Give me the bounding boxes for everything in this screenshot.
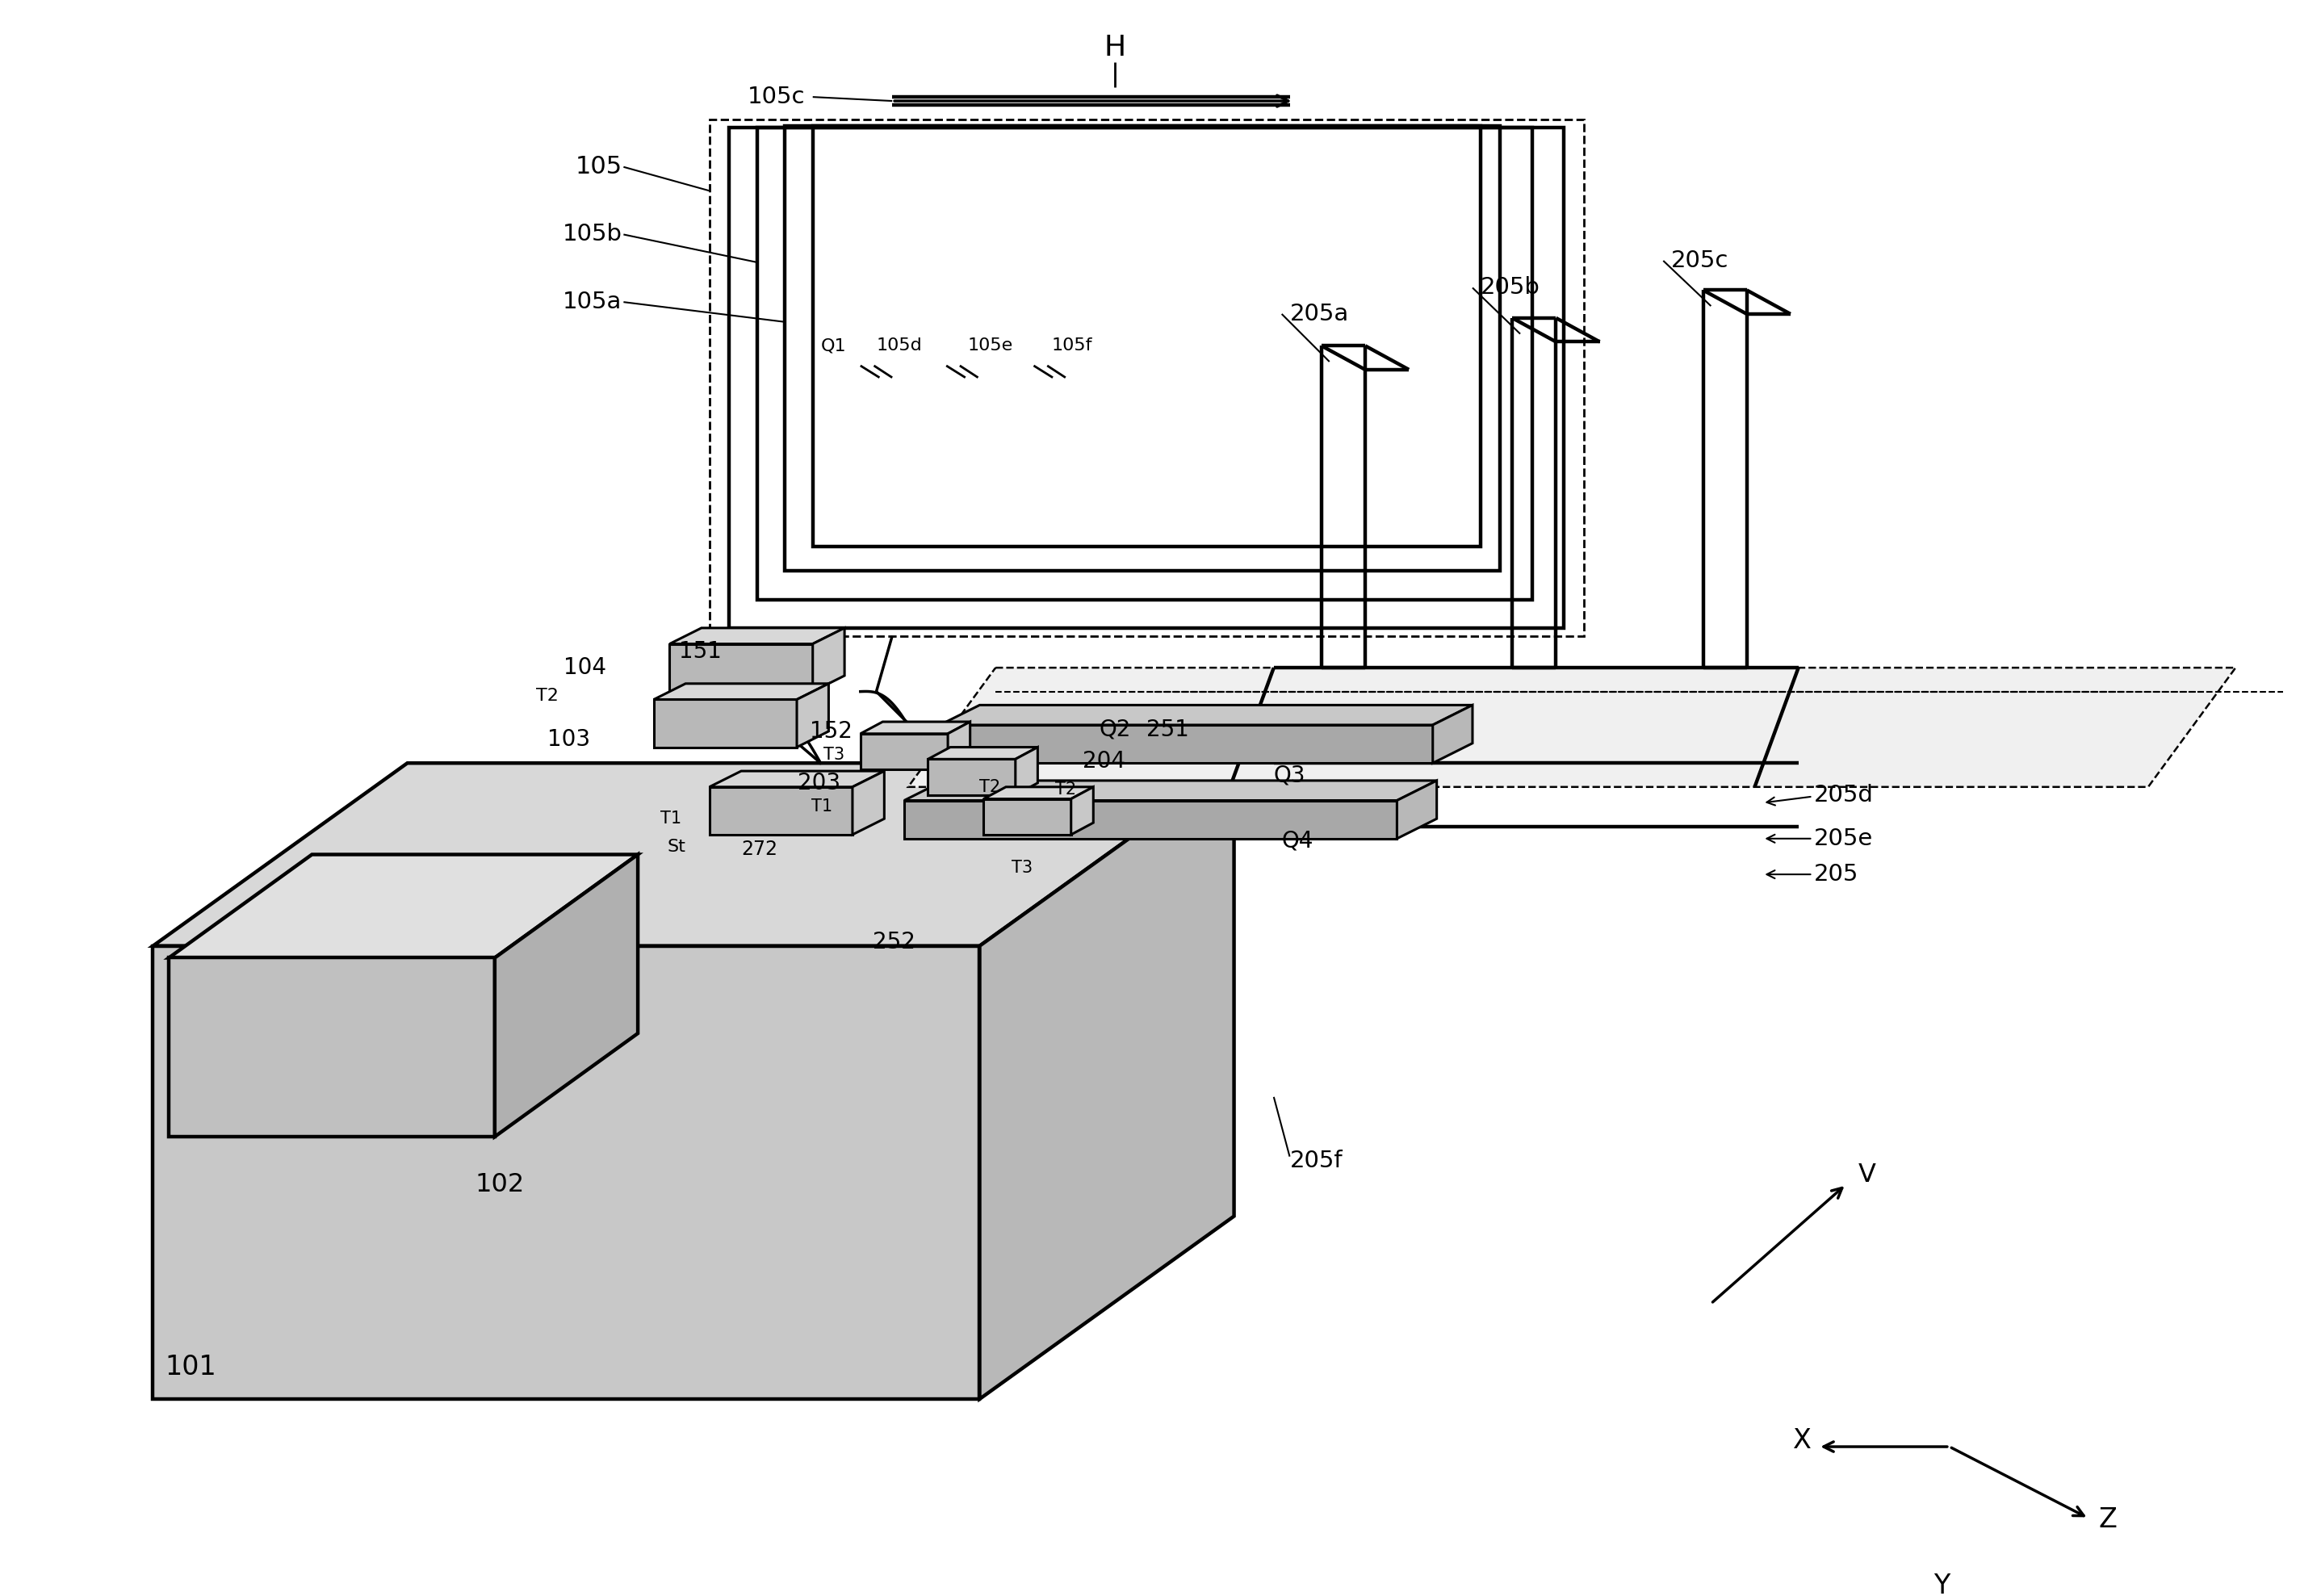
- Polygon shape: [655, 699, 796, 747]
- Polygon shape: [153, 763, 1235, 946]
- Text: Z: Z: [2098, 1507, 2117, 1534]
- Bar: [729, 128, 1564, 627]
- Text: Q2: Q2: [1098, 718, 1130, 741]
- Bar: [757, 128, 1532, 600]
- Text: 105e: 105e: [968, 338, 1014, 354]
- Polygon shape: [905, 780, 1437, 801]
- Polygon shape: [908, 667, 2235, 787]
- Polygon shape: [940, 705, 1472, 725]
- Polygon shape: [984, 787, 1093, 800]
- Polygon shape: [1014, 747, 1037, 795]
- Polygon shape: [1070, 787, 1093, 835]
- Text: T3: T3: [824, 747, 845, 763]
- Polygon shape: [671, 627, 845, 643]
- Bar: [710, 120, 1583, 635]
- Text: 105f: 105f: [1051, 338, 1091, 354]
- Text: Y: Y: [1933, 1572, 1950, 1596]
- Polygon shape: [710, 787, 852, 835]
- Text: 205: 205: [1815, 863, 1859, 886]
- Polygon shape: [671, 643, 812, 691]
- Text: H: H: [1105, 34, 1126, 61]
- Polygon shape: [812, 627, 845, 691]
- Text: 205a: 205a: [1290, 303, 1349, 326]
- Text: 151: 151: [678, 640, 722, 662]
- Text: 252: 252: [873, 930, 914, 953]
- Text: T1: T1: [812, 798, 833, 816]
- Polygon shape: [905, 801, 1397, 838]
- Polygon shape: [169, 854, 638, 958]
- Text: T3: T3: [1012, 860, 1033, 876]
- Text: 205e: 205e: [1815, 827, 1873, 851]
- Text: 105b: 105b: [562, 223, 622, 246]
- Text: V: V: [1859, 1162, 1875, 1187]
- Polygon shape: [979, 763, 1235, 1400]
- Polygon shape: [494, 854, 638, 1136]
- Polygon shape: [710, 771, 884, 787]
- Polygon shape: [984, 800, 1070, 835]
- Text: 101: 101: [165, 1353, 216, 1381]
- Text: 205c: 205c: [1671, 249, 1729, 271]
- Text: X: X: [1794, 1427, 1813, 1454]
- Text: St: St: [666, 838, 685, 854]
- Polygon shape: [169, 958, 494, 1136]
- Polygon shape: [655, 683, 829, 699]
- Text: T1: T1: [661, 811, 682, 827]
- Polygon shape: [928, 747, 1037, 760]
- Text: 102: 102: [476, 1171, 525, 1197]
- Text: 152: 152: [810, 720, 852, 742]
- Text: 205f: 205f: [1290, 1149, 1342, 1171]
- Text: 272: 272: [740, 839, 778, 859]
- Text: 105: 105: [576, 155, 622, 179]
- Text: Q3: Q3: [1274, 764, 1307, 787]
- Text: 251: 251: [1147, 718, 1188, 741]
- Text: 105a: 105a: [562, 290, 622, 313]
- Text: Q4: Q4: [1281, 830, 1314, 852]
- Polygon shape: [153, 946, 979, 1400]
- Text: 105c: 105c: [747, 86, 805, 109]
- Polygon shape: [947, 721, 970, 769]
- Polygon shape: [861, 721, 970, 734]
- Polygon shape: [1432, 705, 1472, 763]
- Polygon shape: [1397, 780, 1437, 838]
- Polygon shape: [852, 771, 884, 835]
- Text: T2: T2: [979, 779, 1000, 795]
- Polygon shape: [796, 683, 829, 747]
- Polygon shape: [861, 734, 947, 769]
- Text: Q1: Q1: [822, 338, 847, 354]
- Text: 103: 103: [548, 728, 590, 750]
- Text: 204: 204: [1084, 750, 1126, 772]
- Text: 203: 203: [798, 771, 840, 795]
- Polygon shape: [940, 725, 1432, 763]
- Polygon shape: [928, 760, 1014, 795]
- Text: T2: T2: [1056, 782, 1077, 798]
- Bar: [812, 126, 1481, 547]
- Text: T2: T2: [536, 688, 559, 704]
- Bar: [784, 126, 1499, 571]
- Text: 205b: 205b: [1481, 276, 1541, 298]
- Text: 105d: 105d: [877, 338, 921, 354]
- Text: 205d: 205d: [1815, 784, 1873, 806]
- Text: 104: 104: [564, 656, 606, 678]
